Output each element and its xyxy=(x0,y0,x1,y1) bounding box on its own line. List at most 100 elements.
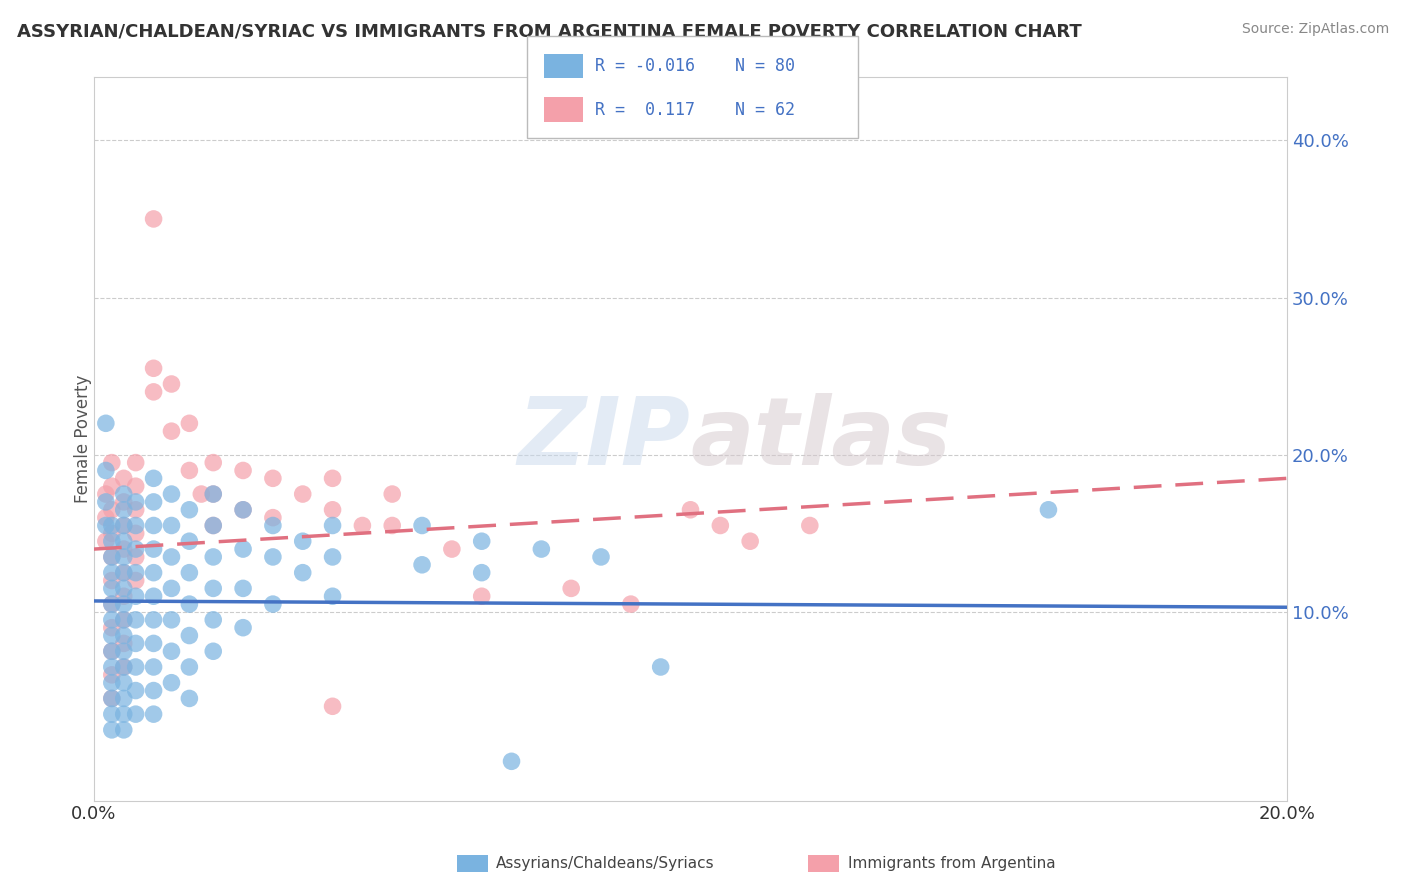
Y-axis label: Female Poverty: Female Poverty xyxy=(75,375,91,503)
Point xyxy=(160,549,183,564)
Point xyxy=(232,621,254,635)
Point xyxy=(112,582,135,596)
Point xyxy=(142,471,165,485)
Point xyxy=(125,660,148,674)
Point xyxy=(112,542,135,557)
Point xyxy=(190,487,212,501)
Point xyxy=(112,518,135,533)
Point xyxy=(125,479,148,493)
Point xyxy=(125,683,148,698)
Point xyxy=(232,582,254,596)
Point xyxy=(112,549,135,564)
Point xyxy=(101,574,124,588)
Point xyxy=(142,495,165,509)
Point xyxy=(125,542,148,557)
Point xyxy=(202,518,225,533)
Point xyxy=(179,463,201,477)
Point xyxy=(112,589,135,603)
Point xyxy=(291,566,314,580)
Point xyxy=(101,518,124,533)
Text: atlas: atlas xyxy=(690,393,952,485)
Point xyxy=(101,660,124,674)
Point xyxy=(232,502,254,516)
Point xyxy=(202,456,225,470)
Point xyxy=(125,495,148,509)
Point xyxy=(101,628,124,642)
Point xyxy=(560,582,582,596)
Point xyxy=(112,723,135,737)
Point xyxy=(142,542,165,557)
Point xyxy=(142,361,165,376)
Point xyxy=(202,487,225,501)
Point xyxy=(411,558,433,572)
Point xyxy=(232,542,254,557)
Point xyxy=(179,660,201,674)
Point xyxy=(125,518,148,533)
Point xyxy=(125,549,148,564)
Point xyxy=(501,754,523,768)
Point xyxy=(381,487,404,501)
Point xyxy=(101,613,124,627)
Point xyxy=(202,613,225,627)
Point xyxy=(112,660,135,674)
Point xyxy=(101,582,124,596)
Point xyxy=(620,597,643,611)
Point xyxy=(179,534,201,549)
Point xyxy=(112,675,135,690)
Point xyxy=(352,518,374,533)
Point xyxy=(179,417,201,431)
Point xyxy=(101,691,124,706)
Text: R = -0.016    N = 80: R = -0.016 N = 80 xyxy=(595,57,794,75)
Point xyxy=(160,518,183,533)
Point xyxy=(112,566,135,580)
Point xyxy=(160,487,183,501)
Point xyxy=(160,582,183,596)
Point xyxy=(160,376,183,391)
Point xyxy=(179,691,201,706)
Point xyxy=(179,628,201,642)
Point xyxy=(101,502,124,516)
Point xyxy=(101,644,124,658)
Point xyxy=(94,534,117,549)
Point xyxy=(589,549,612,564)
Point xyxy=(112,502,135,516)
Point xyxy=(101,526,124,541)
Point xyxy=(125,502,148,516)
Point xyxy=(101,675,124,690)
Point xyxy=(101,479,124,493)
Point xyxy=(179,502,201,516)
Point xyxy=(101,597,124,611)
Point xyxy=(142,566,165,580)
Text: Assyrians/Chaldeans/Syriacs: Assyrians/Chaldeans/Syriacs xyxy=(496,856,714,871)
Point xyxy=(94,510,117,524)
Point xyxy=(142,384,165,399)
Point xyxy=(650,660,672,674)
Point xyxy=(322,699,344,714)
Point xyxy=(202,644,225,658)
Point xyxy=(101,691,124,706)
Point xyxy=(440,542,463,557)
Point xyxy=(232,463,254,477)
Point xyxy=(381,518,404,533)
Point xyxy=(202,582,225,596)
Point xyxy=(160,675,183,690)
Point xyxy=(530,542,553,557)
Point xyxy=(125,566,148,580)
Point xyxy=(125,574,148,588)
Point xyxy=(262,471,284,485)
Point xyxy=(709,518,731,533)
Point xyxy=(112,628,135,642)
Text: Source: ZipAtlas.com: Source: ZipAtlas.com xyxy=(1241,22,1389,37)
Point xyxy=(471,534,494,549)
Point xyxy=(112,487,135,501)
Point xyxy=(471,589,494,603)
Point xyxy=(112,660,135,674)
Point xyxy=(101,549,124,564)
Point xyxy=(112,691,135,706)
Point xyxy=(112,597,135,611)
Point xyxy=(112,644,135,658)
Point xyxy=(125,613,148,627)
Point xyxy=(142,707,165,722)
Point xyxy=(125,589,148,603)
Point xyxy=(160,424,183,438)
